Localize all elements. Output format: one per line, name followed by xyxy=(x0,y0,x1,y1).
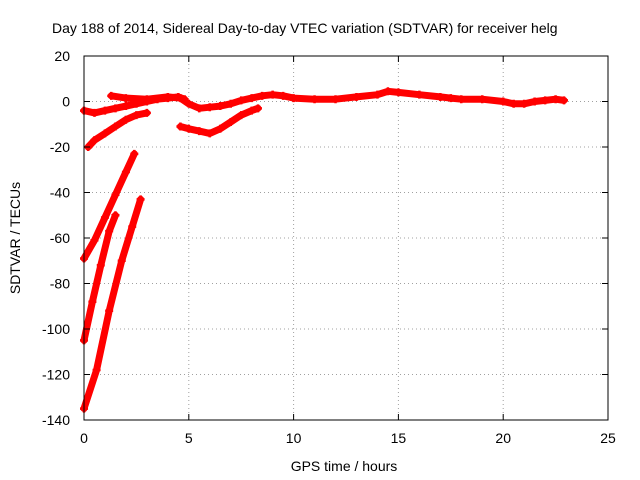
data-point xyxy=(258,91,267,100)
data-point xyxy=(205,129,214,138)
data-point xyxy=(184,124,193,133)
data-point xyxy=(253,104,262,113)
y-tick-label: -120 xyxy=(42,367,70,383)
data-point xyxy=(100,129,109,138)
y-tick-label: 0 xyxy=(62,94,70,110)
data-point xyxy=(446,94,455,103)
data-point xyxy=(331,95,340,104)
x-axis-label: GPS time / hours xyxy=(291,458,398,474)
x-tick-label: 5 xyxy=(185,430,193,446)
data-point xyxy=(226,99,235,108)
data-point xyxy=(142,95,151,104)
data-point xyxy=(195,127,204,136)
x-tick-label: 20 xyxy=(495,430,511,446)
y-tick-labels: -140 -120 -100 -80 -60 -40 -20 0 20 xyxy=(42,48,70,428)
data-point xyxy=(436,92,445,101)
data-point xyxy=(128,222,137,231)
data-point xyxy=(92,365,101,374)
axis-ticks xyxy=(83,55,609,421)
data-point xyxy=(96,261,105,270)
data-point xyxy=(226,117,235,126)
data-point xyxy=(132,111,141,120)
data-point xyxy=(310,95,319,104)
data-point xyxy=(142,108,151,117)
data-point xyxy=(111,190,120,199)
data-point xyxy=(121,115,130,124)
data-point xyxy=(268,90,277,99)
data-point xyxy=(415,90,424,99)
y-axis-label: SDTVAR / TECUs xyxy=(7,182,23,294)
data-point xyxy=(499,97,508,106)
data-point xyxy=(530,97,539,106)
x-tick-label: 15 xyxy=(391,430,407,446)
data-point xyxy=(107,91,116,100)
data-point xyxy=(551,95,560,104)
plot-frame xyxy=(83,55,609,421)
data-point xyxy=(100,106,109,115)
data-point xyxy=(352,92,361,101)
data-point xyxy=(237,96,246,105)
y-tick-label: -20 xyxy=(50,139,70,155)
x-tick-labels: 0 5 10 15 20 25 xyxy=(80,430,616,446)
y-tick-label: -100 xyxy=(42,321,70,337)
data-point xyxy=(509,99,518,108)
data-point xyxy=(105,227,114,236)
data-point xyxy=(247,94,256,103)
y-tick-label: -40 xyxy=(50,185,70,201)
data-point xyxy=(121,94,130,103)
data-point xyxy=(121,102,130,111)
grid-lines xyxy=(84,56,608,420)
data-point xyxy=(176,122,185,131)
data-point xyxy=(247,106,256,115)
data-point xyxy=(111,211,120,220)
data-point xyxy=(520,99,529,108)
data-point xyxy=(136,195,145,204)
data-point xyxy=(279,91,288,100)
data-point xyxy=(457,95,466,104)
data-point xyxy=(121,168,130,177)
data-point xyxy=(111,122,120,131)
data-point xyxy=(216,102,225,111)
data-point xyxy=(541,96,550,105)
series-line-track-4 xyxy=(84,109,151,151)
series-line-track-3 xyxy=(80,195,145,413)
data-point xyxy=(90,108,99,117)
data-point xyxy=(117,256,126,265)
data-point xyxy=(176,94,185,103)
data-point xyxy=(195,104,204,113)
y-tick-label: -140 xyxy=(42,412,70,428)
x-tick-label: 10 xyxy=(286,430,302,446)
data-point xyxy=(184,99,193,108)
data-point xyxy=(90,136,99,145)
data-point xyxy=(111,104,120,113)
x-tick-label: 0 xyxy=(80,430,88,446)
data-point xyxy=(383,87,392,96)
x-tick-label: 25 xyxy=(600,430,616,446)
y-tick-label: -60 xyxy=(50,230,70,246)
series-line-track-6 xyxy=(107,87,568,112)
data-point xyxy=(373,90,382,99)
data-point xyxy=(205,103,214,112)
y-tick-label: 20 xyxy=(54,48,70,64)
data-point xyxy=(90,236,99,245)
data-point xyxy=(100,213,109,222)
series-layer xyxy=(80,87,568,413)
data-point xyxy=(105,306,114,315)
data-point xyxy=(163,92,172,101)
chart-title: Day 188 of 2014, Sidereal Day-to-day VTE… xyxy=(52,20,558,36)
data-point xyxy=(394,88,403,97)
data-point xyxy=(478,95,487,104)
data-point xyxy=(559,96,568,105)
data-point xyxy=(88,297,97,306)
series-line-track-1 xyxy=(80,150,138,262)
y-tick-label: -80 xyxy=(50,276,70,292)
data-point xyxy=(216,124,225,133)
data-point xyxy=(237,111,246,120)
data-point xyxy=(289,94,298,103)
data-point xyxy=(130,149,139,158)
